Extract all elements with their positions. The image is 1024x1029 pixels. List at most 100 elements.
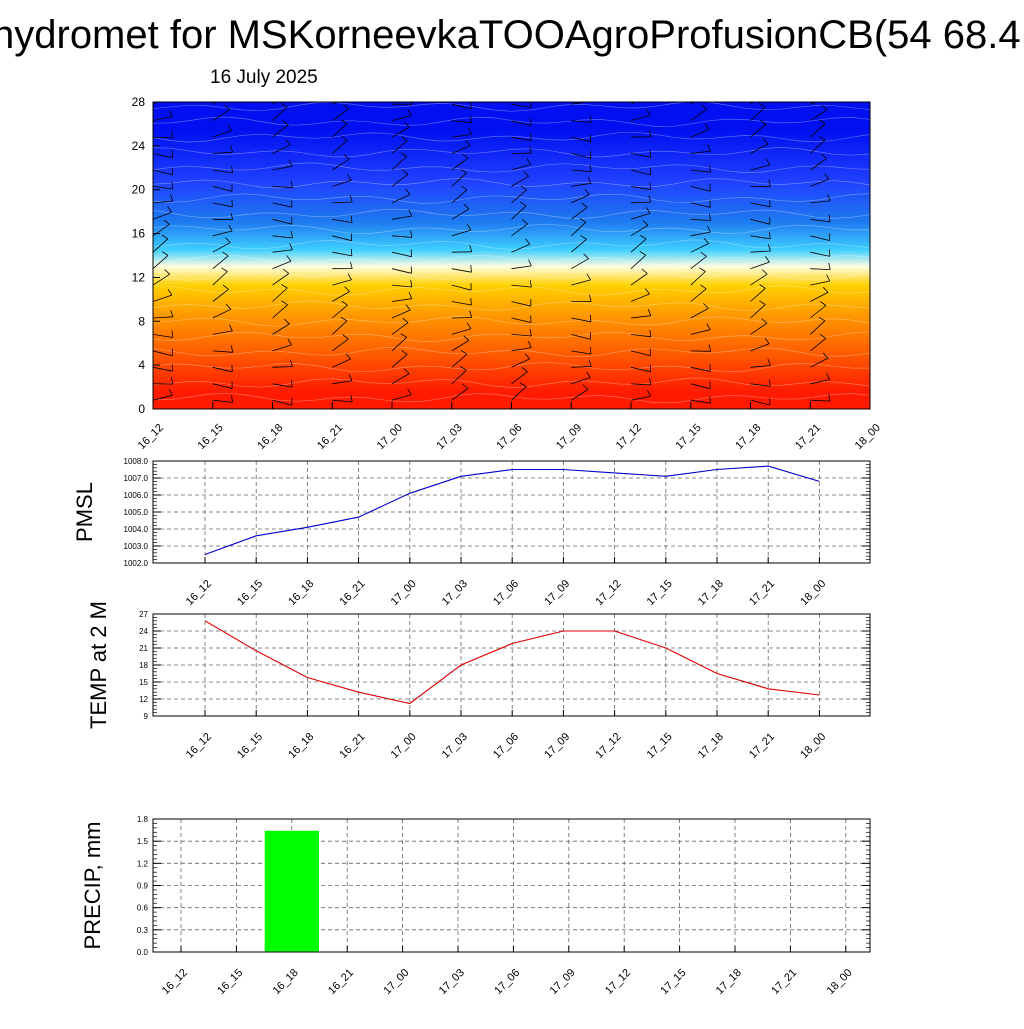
wind-barb-flag	[879, 153, 885, 157]
wind-barb	[870, 323, 887, 334]
xtick-label: 16_18	[271, 967, 301, 997]
heatmap-xtick-label: 17_12	[614, 422, 644, 452]
wind-barb-flag	[881, 319, 886, 324]
xtick-label: 16_15	[235, 731, 265, 761]
ytick-label: 1006.0	[124, 491, 149, 500]
wind-barb	[870, 215, 890, 219]
heatmap-xtick-label: 16_12	[136, 422, 166, 452]
xtick-label: 17_06	[492, 967, 522, 997]
ytick-label: 1005.0	[124, 508, 149, 517]
heatmap-xtick-label: 17_18	[733, 422, 763, 452]
heatmap-xtick-label: 18_00	[853, 422, 883, 452]
ytick-label: 1007.0	[124, 474, 149, 483]
ytick-label: 1.2	[137, 859, 149, 868]
panel-ylabel: TEMP at 2 M	[86, 601, 111, 729]
xtick-label: 17_21	[747, 731, 777, 761]
xtick-label: 17_15	[645, 731, 675, 761]
xtick-label: 17_12	[593, 578, 623, 608]
wind-barb-flag	[347, 91, 351, 97]
figure-title: hydromet for MSKorneevkaTOOAgroProfusion…	[0, 13, 1021, 57]
wind-barb	[870, 252, 890, 256]
xtick-label: 17_00	[389, 731, 419, 761]
xtick-label: 16_12	[184, 578, 214, 608]
wind-barb-flag	[172, 364, 173, 371]
wind-barb	[870, 128, 888, 137]
xtick-label: 16_21	[337, 578, 367, 608]
xtick-label: 16_12	[184, 731, 214, 761]
heatmap-ytick-label: 4	[138, 358, 145, 372]
ytick-label: 1008.0	[124, 457, 149, 466]
wind-barb-flag	[883, 123, 888, 128]
wind-barb-flag	[883, 188, 888, 193]
heatmap-xtick-label: 16_18	[255, 422, 285, 452]
panel-ylabel: PMSL	[72, 482, 97, 542]
xtick-label: 17_03	[440, 578, 470, 608]
heatmap-ytick-label: 20	[132, 183, 146, 197]
heatmap-xtick-label: 17_03	[435, 422, 465, 452]
ytick-label: 9	[144, 712, 149, 721]
ytick-label: 1.8	[137, 815, 149, 824]
wind-barb	[870, 311, 889, 318]
xtick-label: 17_12	[593, 731, 623, 761]
wind-barb	[870, 117, 890, 121]
heatmap-ytick-label: 24	[132, 139, 146, 153]
xtick-label: 18_00	[798, 578, 828, 608]
wind-barb-flag	[885, 388, 889, 394]
ytick-label: 0.0	[137, 948, 149, 957]
wind-barb	[870, 394, 889, 401]
wind-barb-flag	[879, 334, 885, 338]
ytick-label: 12	[139, 695, 148, 704]
wind-barb-flag	[825, 92, 829, 98]
wind-barb	[452, 318, 472, 319]
ytick-label: 24	[139, 627, 148, 636]
xtick-label: 17_12	[603, 967, 633, 997]
heatmap-xtick-label: 17_15	[674, 422, 704, 452]
xtick-label: 16_15	[235, 578, 265, 608]
wind-barb	[870, 285, 890, 288]
wind-barb-flag	[888, 230, 890, 237]
xtick-label: 17_09	[548, 967, 578, 997]
wind-barb	[870, 373, 887, 384]
xtick-label: 16_12	[160, 967, 190, 997]
heatmap-ytick-label: 12	[132, 270, 146, 284]
wind-barb-flag	[886, 209, 889, 215]
wind-barb-flag	[880, 170, 886, 174]
pmsl-panel: 1002.01003.01004.01005.01006.01007.01008…	[72, 457, 870, 608]
xtick-label: 17_21	[769, 967, 799, 997]
wind-barb-flag	[643, 89, 648, 94]
heatmap-ytick-label: 28	[132, 95, 146, 109]
wind-barb-flag	[172, 151, 173, 158]
wind-barb-flag	[282, 88, 288, 92]
xtick-label: 17_00	[381, 967, 411, 997]
wind-barb-flag	[879, 350, 885, 354]
xtick-label: 16_18	[286, 578, 316, 608]
xtick-label: 17_15	[658, 967, 688, 997]
xtick-label: 17_00	[389, 578, 419, 608]
wind-barb	[870, 156, 885, 170]
xtick-label: 16_15	[215, 967, 245, 997]
xtick-label: 17_03	[437, 967, 467, 997]
wind-barb	[870, 338, 885, 351]
wind-barb	[870, 236, 890, 237]
heatmap-fill	[153, 102, 870, 409]
wind-barb-flag	[700, 87, 706, 91]
xtick-label: 17_21	[747, 578, 777, 608]
xtick-label: 17_06	[491, 578, 521, 608]
ytick-label: 0.3	[137, 926, 149, 935]
wind-barb-flag	[588, 95, 591, 101]
heatmap-xtick-label: 17_06	[494, 422, 524, 452]
xtick-label: 17_18	[714, 967, 744, 997]
heatmap-ytick-label: 16	[132, 227, 146, 241]
xtick-label: 16_21	[337, 731, 367, 761]
wind-barb-flag	[886, 110, 889, 116]
ytick-label: 1.5	[137, 837, 149, 846]
wind-barb-flag	[885, 305, 889, 311]
wind-barb	[870, 354, 885, 367]
wind-barb	[870, 194, 888, 203]
heatmap-xtick-label: 16_15	[196, 422, 226, 452]
wind-barb-flag	[881, 368, 886, 373]
